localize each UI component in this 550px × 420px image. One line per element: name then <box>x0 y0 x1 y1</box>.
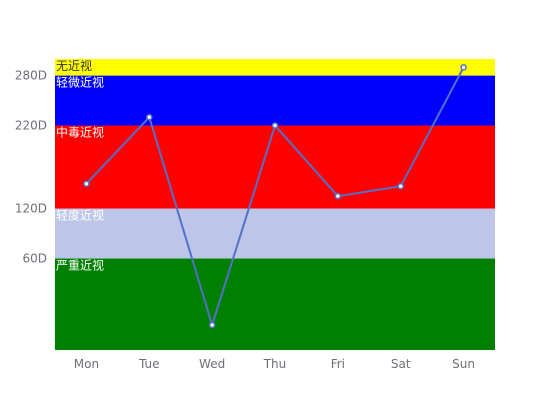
y-tick-label-1: 120D <box>15 202 47 216</box>
band-2 <box>55 125 495 209</box>
band-3 <box>55 208 495 259</box>
band-label-4: 严重近视 <box>56 258 104 273</box>
data-point-tue[interactable] <box>146 113 153 121</box>
y-tick-label-3: 280D <box>15 69 47 83</box>
data-point-sun[interactable] <box>460 64 467 71</box>
band-4 <box>55 258 495 350</box>
series-layer <box>83 64 467 329</box>
data-point-fri[interactable] <box>334 192 342 200</box>
band-label-0: 无近视 <box>56 58 92 73</box>
x-tick-label-2: Wed <box>199 357 225 371</box>
data-point-wed[interactable] <box>208 321 216 329</box>
data-point-sat[interactable] <box>397 182 404 190</box>
x-tick-label-5: Sat <box>391 357 411 371</box>
band-0 <box>55 59 495 76</box>
x-tick-label-1: Tue <box>138 357 160 371</box>
band-label-3: 轻度近视 <box>56 208 104 223</box>
band-1 <box>55 75 495 126</box>
data-point-thu[interactable] <box>271 122 279 129</box>
bands-layer <box>55 59 495 350</box>
x-tick-label-3: Thu <box>263 357 287 371</box>
y-tick-label-2: 220D <box>15 119 47 133</box>
band-label-1: 轻微近视 <box>56 75 104 90</box>
y-axis: 60D 120D 220D 280D <box>15 69 47 266</box>
x-tick-label-6: Sun <box>452 357 475 371</box>
y-tick-label-0: 60D <box>22 252 47 266</box>
x-axis: Mon Tue Wed Thu Fri Sat Sun <box>74 357 475 371</box>
x-tick-label-0: Mon <box>74 357 99 371</box>
data-point-mon[interactable] <box>83 180 90 187</box>
x-tick-label-4: Fri <box>331 357 345 371</box>
band-label-2: 中毒近视 <box>56 125 104 140</box>
